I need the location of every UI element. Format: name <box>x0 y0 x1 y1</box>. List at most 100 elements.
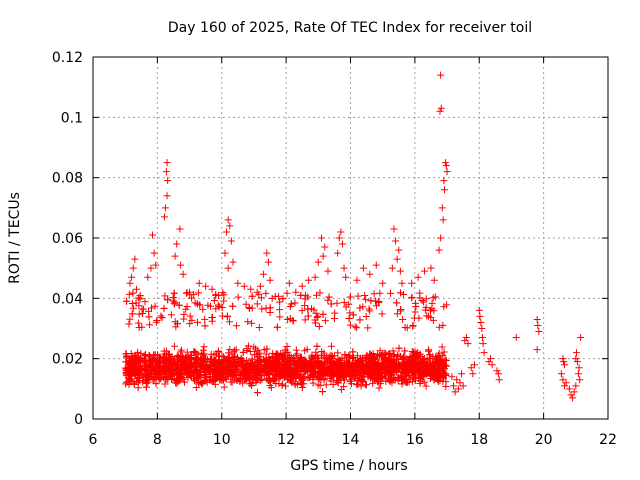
data-point <box>145 313 153 321</box>
data-point <box>291 380 299 388</box>
data-point <box>381 364 389 372</box>
data-point <box>441 159 449 167</box>
data-point <box>254 353 262 361</box>
data-point <box>287 300 295 308</box>
data-point <box>211 357 219 365</box>
data-point <box>224 216 232 224</box>
data-point <box>436 107 444 115</box>
data-point <box>359 264 367 272</box>
data-point <box>296 355 304 363</box>
data-point <box>200 343 208 351</box>
data-point <box>416 350 424 358</box>
data-point <box>387 289 395 297</box>
data-point <box>134 348 142 356</box>
data-point <box>342 303 350 311</box>
data-point <box>250 343 258 351</box>
data-point <box>478 325 486 332</box>
data-point <box>334 378 342 386</box>
data-point <box>298 380 306 388</box>
data-point <box>366 372 374 380</box>
data-point <box>275 292 283 300</box>
data-point <box>567 391 575 399</box>
data-point <box>398 279 406 287</box>
data-point <box>359 303 367 311</box>
data-point <box>427 314 435 322</box>
data-point <box>315 361 323 369</box>
data-point <box>131 352 139 360</box>
data-point <box>428 299 436 307</box>
data-point <box>191 348 199 356</box>
data-point <box>199 305 207 313</box>
data-point <box>562 379 570 387</box>
data-point <box>421 267 429 275</box>
data-point <box>356 304 364 312</box>
data-point <box>172 323 180 331</box>
data-point <box>561 382 569 390</box>
data-point <box>164 296 172 304</box>
data-point <box>364 324 372 332</box>
data-point <box>312 348 320 356</box>
data-point <box>437 104 445 112</box>
data-point <box>248 319 256 327</box>
tick-layer: 6 8 10 12 14 16 18 20 22 0 0.02 0.04 0.06 0.08 0.1 0.12 <box>52 50 617 448</box>
data-point <box>279 295 287 303</box>
data-point <box>245 373 253 381</box>
data-point <box>470 361 478 369</box>
data-point <box>327 351 335 359</box>
data-point <box>415 314 423 322</box>
data-point <box>372 297 380 305</box>
data-point <box>181 378 189 386</box>
data-point <box>559 355 567 363</box>
data-point <box>219 289 227 297</box>
data-point <box>340 382 348 390</box>
data-point <box>426 374 434 382</box>
data-point <box>288 379 296 387</box>
data-point <box>416 289 424 297</box>
data-point <box>304 312 312 320</box>
data-point <box>353 324 361 332</box>
data-point <box>485 358 493 366</box>
data-point <box>418 371 426 379</box>
data-point <box>203 362 211 370</box>
data-point <box>416 377 424 385</box>
data-point <box>487 355 495 363</box>
data-point <box>495 376 503 384</box>
data-point <box>448 373 456 381</box>
data-point <box>314 367 322 375</box>
data-point <box>129 366 137 374</box>
data-point <box>141 356 149 364</box>
data-point <box>231 346 239 354</box>
data-point <box>150 351 158 359</box>
data-point <box>214 301 222 309</box>
data-point <box>309 379 317 387</box>
data-point <box>138 305 146 313</box>
data-point <box>395 344 403 352</box>
data-point <box>129 264 137 272</box>
data-point <box>377 352 385 360</box>
data-point <box>194 374 202 382</box>
data-point <box>570 388 578 396</box>
data-point <box>147 304 155 312</box>
x-tick-label: 20 <box>535 432 553 448</box>
data-point <box>135 310 143 318</box>
data-point <box>195 289 203 297</box>
data-point <box>534 321 542 329</box>
data-point <box>557 370 565 378</box>
data-point <box>224 349 232 357</box>
data-point <box>301 291 309 299</box>
data-point <box>245 303 253 311</box>
data-point <box>397 289 405 297</box>
data-point <box>440 177 448 185</box>
data-point <box>478 334 486 342</box>
data-point <box>252 368 260 376</box>
data-point <box>305 373 313 381</box>
data-point <box>223 313 231 321</box>
data-point <box>315 322 323 330</box>
data-point <box>301 347 309 355</box>
data-point <box>357 382 365 390</box>
data-point <box>440 303 448 311</box>
data-point <box>243 346 251 354</box>
data-point <box>190 290 198 298</box>
data-point <box>135 378 143 386</box>
data-point <box>412 303 420 311</box>
